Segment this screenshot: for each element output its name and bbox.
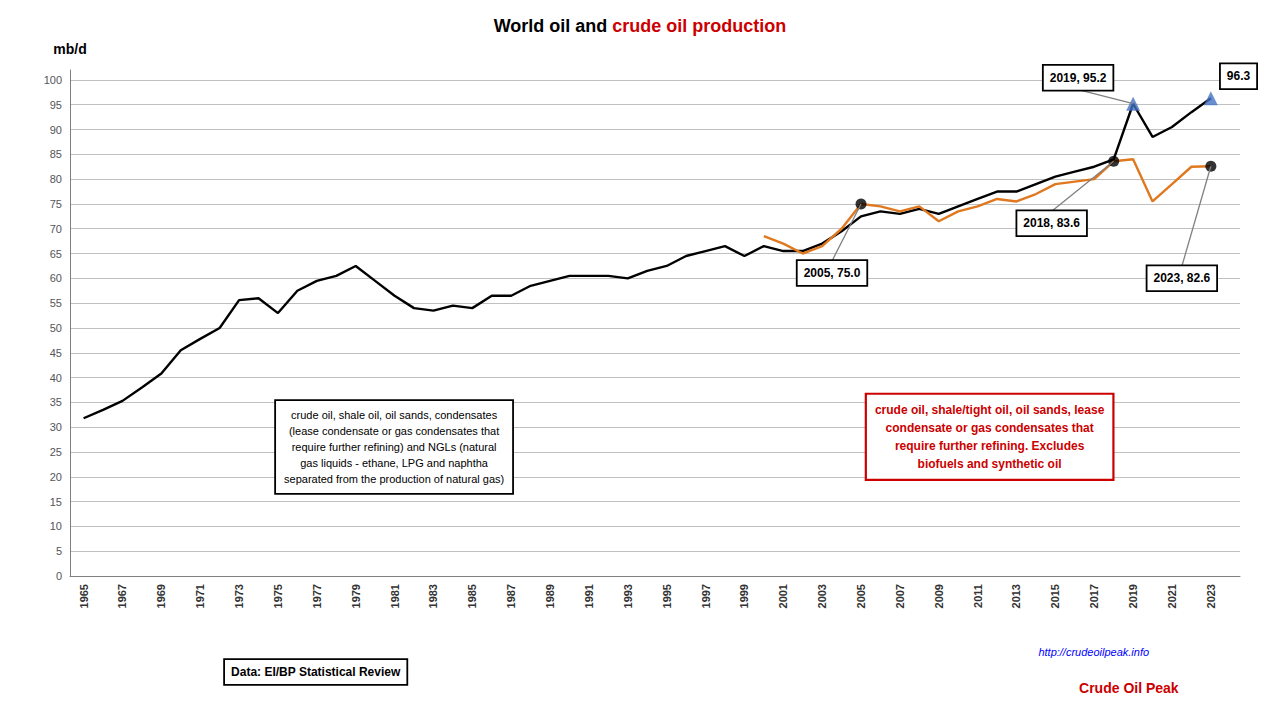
svg-text:70: 70 (50, 223, 62, 235)
svg-text:80: 80 (50, 173, 62, 185)
svg-text:1991: 1991 (583, 584, 595, 608)
svg-text:2021: 2021 (1166, 584, 1178, 608)
svg-text:2019, 95.2: 2019, 95.2 (1050, 71, 1107, 85)
svg-text:1983: 1983 (427, 584, 439, 608)
svg-text:96.3: 96.3 (1227, 69, 1251, 83)
svg-text:require further refining. Excl: require further refining. Excludes (895, 439, 1085, 453)
svg-text:20: 20 (50, 471, 62, 483)
svg-text:1967: 1967 (116, 584, 128, 608)
svg-text:gas liquids - ethane, LPG and: gas liquids - ethane, LPG and naphtha (300, 457, 489, 469)
svg-text:1975: 1975 (272, 584, 284, 608)
svg-text:2023, 82.6: 2023, 82.6 (1153, 271, 1210, 285)
svg-text:2007: 2007 (894, 584, 906, 608)
svg-text:2011: 2011 (972, 584, 984, 608)
svg-text:5: 5 (56, 545, 62, 557)
svg-text:1981: 1981 (389, 584, 401, 608)
svg-text:crude oil production: crude oil production (612, 16, 786, 36)
svg-text:50: 50 (50, 322, 62, 334)
svg-text:World oil and: World oil and (494, 16, 613, 36)
svg-text:1977: 1977 (311, 584, 323, 608)
svg-text:crude oil, shale/tight oil, oi: crude oil, shale/tight oil, oil sands, l… (875, 403, 1105, 417)
svg-text:1969: 1969 (155, 584, 167, 608)
svg-text:Data: EI/BP Statistical Review: Data: EI/BP Statistical Review (231, 665, 401, 679)
svg-text:2019: 2019 (1127, 584, 1139, 608)
svg-text:85: 85 (50, 148, 62, 160)
svg-text:1993: 1993 (622, 584, 634, 608)
svg-text:2015: 2015 (1049, 584, 1061, 608)
svg-text:25: 25 (50, 446, 62, 458)
svg-text:95: 95 (50, 99, 62, 111)
svg-text:40: 40 (50, 372, 62, 384)
svg-text:1973: 1973 (233, 584, 245, 608)
svg-text:45: 45 (50, 347, 62, 359)
svg-text:65: 65 (50, 248, 62, 260)
svg-text:condensate or gas condensates: condensate or gas condensates that (886, 421, 1094, 435)
svg-text:1997: 1997 (700, 584, 712, 608)
svg-text:30: 30 (50, 421, 62, 433)
svg-text:1995: 1995 (661, 584, 673, 608)
svg-text:biofuels and synthetic oil: biofuels and synthetic oil (918, 457, 1062, 471)
svg-text:2017: 2017 (1088, 584, 1100, 608)
svg-text:1987: 1987 (505, 584, 517, 608)
svg-text:require further refining) and: require further refining) and NGLs (natu… (292, 441, 497, 453)
svg-text:crude oil, shale oil, oil sand: crude oil, shale oil, oil sands, condens… (291, 409, 498, 421)
svg-text:1979: 1979 (350, 584, 362, 608)
svg-text:1971: 1971 (194, 584, 206, 608)
svg-text:separated from the production: separated from the production of natural… (284, 473, 504, 485)
svg-text:(lease condensate or gas conde: (lease condensate or gas condensates tha… (289, 425, 499, 437)
svg-text:10: 10 (50, 520, 62, 532)
svg-text:1999: 1999 (738, 584, 750, 608)
svg-text:35: 35 (50, 396, 62, 408)
svg-text:2001: 2001 (777, 584, 789, 608)
svg-text:2013: 2013 (1010, 584, 1022, 608)
svg-text:mb/d: mb/d (53, 41, 86, 57)
svg-text:1989: 1989 (544, 584, 556, 608)
svg-text:1965: 1965 (78, 584, 90, 608)
svg-text:0: 0 (56, 570, 62, 582)
svg-text:90: 90 (50, 124, 62, 136)
svg-text:Crude Oil Peak: Crude Oil Peak (1079, 680, 1179, 696)
svg-text:75: 75 (50, 198, 62, 210)
svg-text:100: 100 (44, 74, 62, 86)
svg-text:60: 60 (50, 272, 62, 284)
svg-text:2005: 2005 (855, 584, 867, 608)
svg-text:15: 15 (50, 496, 62, 508)
svg-text:55: 55 (50, 297, 62, 309)
svg-text:2023: 2023 (1205, 584, 1217, 608)
svg-text:2018, 83.6: 2018, 83.6 (1023, 216, 1080, 230)
svg-text:2009: 2009 (933, 584, 945, 608)
svg-text:1985: 1985 (466, 584, 478, 608)
svg-text:2005, 75.0: 2005, 75.0 (804, 266, 861, 280)
svg-text:http://crudeoilpeak.info: http://crudeoilpeak.info (1038, 646, 1149, 658)
svg-text:2003: 2003 (816, 584, 828, 608)
